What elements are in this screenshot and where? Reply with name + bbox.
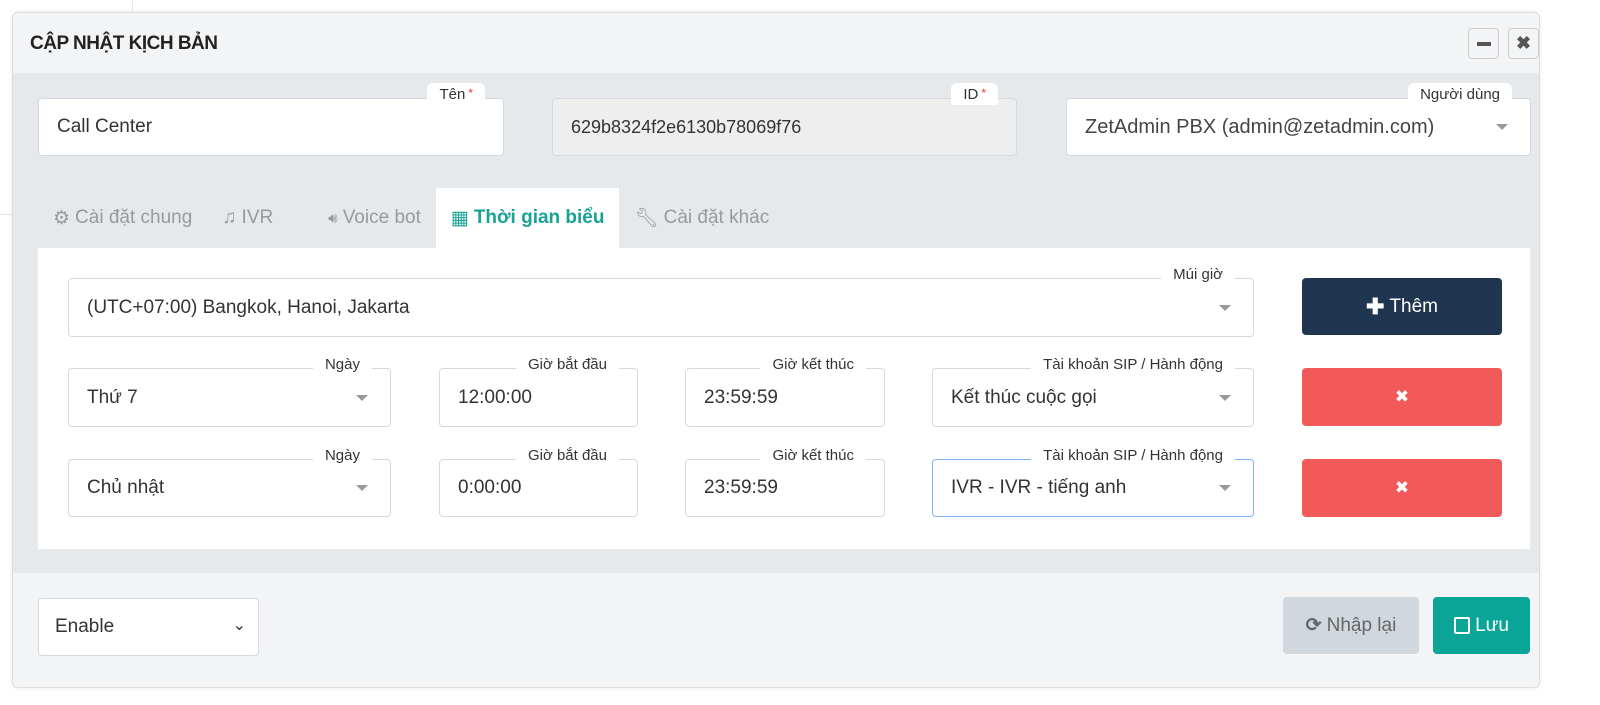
- delete-row-button[interactable]: ✖: [1302, 368, 1502, 426]
- refresh-icon: ⟳: [1305, 615, 1322, 636]
- id-value: 629b8324f2e6130b78069f76: [571, 116, 802, 137]
- chevron-down-icon: ⌄: [232, 617, 246, 634]
- tab-other-settings[interactable]: 🔧︎ Cài đặt khác: [634, 207, 770, 229]
- name-input[interactable]: Tên * Call Center: [38, 83, 504, 156]
- times-icon: ✖: [1394, 478, 1410, 497]
- id-label: ID: [963, 86, 979, 103]
- wrench-icon: 🔧︎: [634, 208, 659, 229]
- save-icon: [1454, 617, 1471, 634]
- add-button[interactable]: ✚ Thêm: [1302, 278, 1502, 335]
- status-select[interactable]: Enable ⌄: [38, 598, 259, 656]
- action-select[interactable]: Tài khoản SIP / Hành động Kết thúc cuộc …: [932, 353, 1254, 427]
- tab-voice-bot[interactable]: 🔊︎ Voice bot: [328, 207, 421, 228]
- chevron-down-icon: [356, 485, 368, 491]
- action-select[interactable]: Tài khoản SIP / Hành động IVR - IVR - ti…: [932, 444, 1254, 517]
- times-icon: ✖: [1515, 33, 1532, 53]
- modal-body: Tên * Call Center ID * 629b8324f2e6130b780…: [13, 73, 1539, 573]
- end-time-input[interactable]: Giờ kết thúc 23:59:59: [685, 444, 885, 517]
- calendar-icon: ▦: [450, 207, 469, 229]
- modal-title: CẬP NHẬT KỊCH BẢN: [30, 33, 218, 54]
- chevron-down-icon: [1219, 304, 1231, 311]
- end-time-input[interactable]: Giờ kết thúc 23:59:59: [685, 353, 885, 427]
- timezone-select[interactable]: Múi giờ (UTC+07:00) Bangkok, Hanoi, Jaka…: [68, 263, 1254, 337]
- timezone-label: Múi giờ: [1161, 263, 1235, 285]
- music-icon: ♫: [222, 207, 237, 228]
- tab-general-settings[interactable]: ⚙ Cài đặt chung: [53, 207, 193, 229]
- start-time-input[interactable]: Giờ bắt đầu 0:00:00: [439, 444, 638, 517]
- schedule-panel: Múi giờ (UTC+07:00) Bangkok, Hanoi, Jaka…: [38, 248, 1530, 549]
- user-label: Người dùng: [1408, 83, 1512, 105]
- chevron-down-icon: [1219, 485, 1231, 491]
- save-button[interactable]: Lưu: [1433, 597, 1530, 654]
- modal-footer: Enable ⌄ ⟳ Nhập lại Lưu: [13, 573, 1539, 687]
- delete-row-button[interactable]: ✖: [1302, 459, 1502, 517]
- user-select[interactable]: Người dùng ZetAdmin PBX (admin@zetadmin.…: [1066, 83, 1531, 156]
- chevron-down-icon: [1496, 124, 1508, 130]
- cogs-icon: ⚙: [53, 207, 71, 229]
- day-select[interactable]: Ngày Chủ nhật: [68, 444, 391, 517]
- minimize-button[interactable]: [1468, 28, 1499, 59]
- name-value: Call Center: [57, 116, 153, 137]
- timezone-value: (UTC+07:00) Bangkok, Hanoi, Jakarta: [87, 296, 410, 318]
- chevron-down-icon: [356, 394, 368, 401]
- reset-button[interactable]: ⟳ Nhập lại: [1283, 597, 1419, 654]
- day-select[interactable]: Ngày Thứ 7: [68, 353, 391, 427]
- update-script-modal: CẬP NHẬT KỊCH BẢN ✖ Tên * Call Center ID *…: [12, 12, 1540, 688]
- minus-icon: [1476, 41, 1491, 46]
- times-icon: ✖: [1394, 387, 1410, 406]
- tab-bar: ⚙ Cài đặt chung ♫ IVR 🔊︎ Voice bot ▦ Thời gi…: [38, 188, 784, 248]
- volume-icon: 🔊︎: [328, 209, 338, 227]
- name-label: Tên: [439, 86, 466, 103]
- chevron-down-icon: [1219, 394, 1231, 401]
- id-input[interactable]: ID * 629b8324f2e6130b78069f76: [552, 83, 1017, 156]
- user-value: ZetAdmin PBX (admin@zetadmin.com): [1085, 115, 1435, 138]
- close-button[interactable]: ✖: [1508, 28, 1539, 59]
- tab-ivr[interactable]: ♫ IVR: [222, 207, 274, 228]
- tab-schedule[interactable]: ▦ Thời gian biểu: [435, 188, 620, 248]
- plus-icon: ✚: [1365, 293, 1385, 319]
- modal-header: CẬP NHẬT KỊCH BẢN ✖: [13, 13, 1539, 73]
- start-time-input[interactable]: Giờ bắt đầu 12:00:00: [439, 353, 638, 427]
